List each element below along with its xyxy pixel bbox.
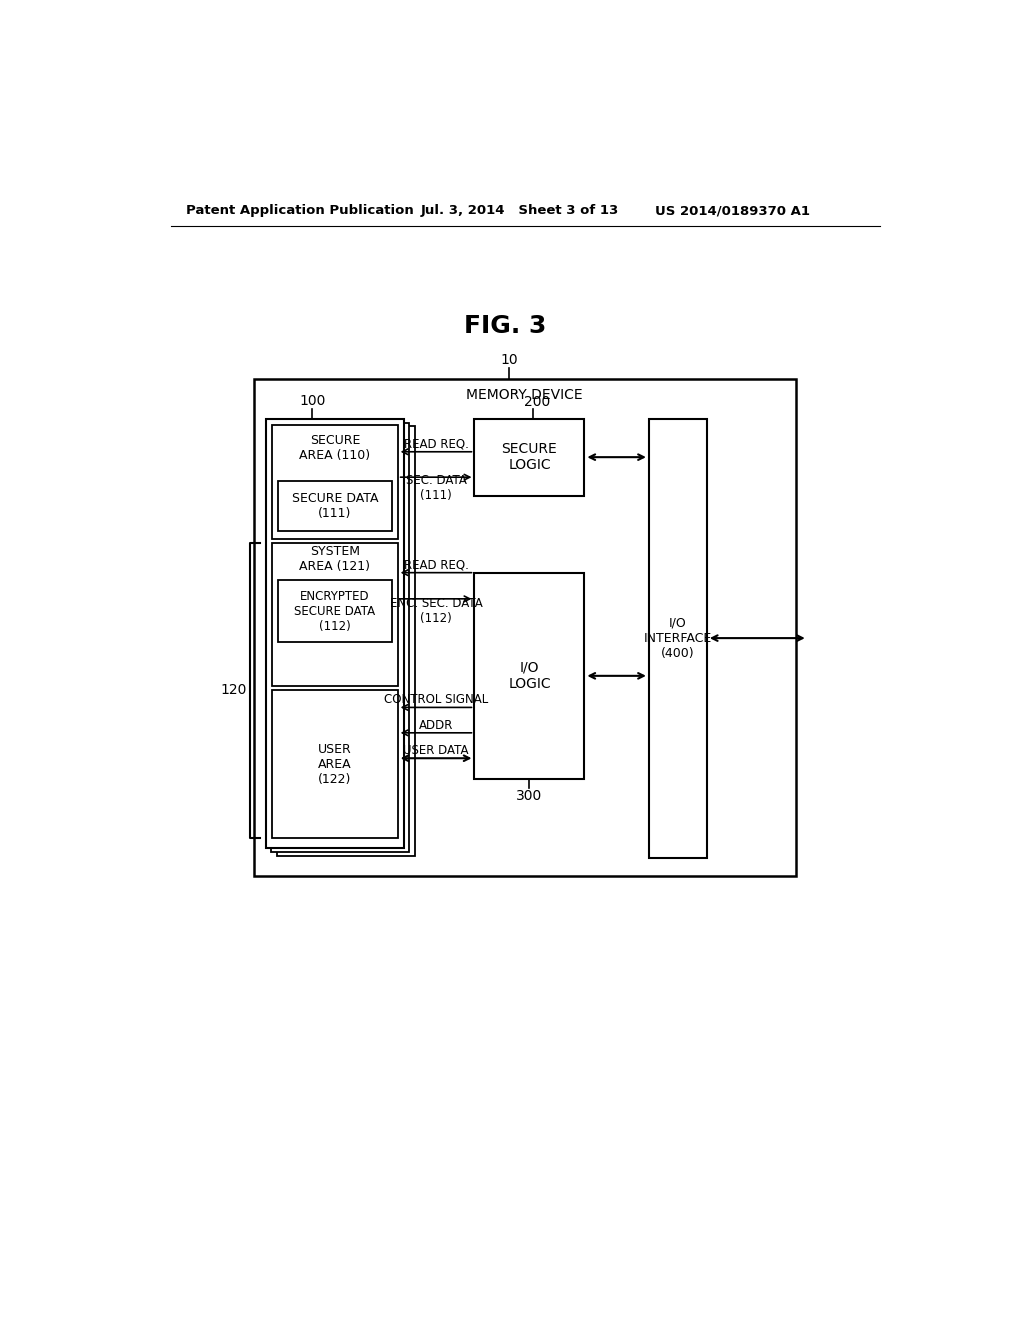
Text: 100: 100 [299,393,326,408]
Bar [474,418,585,496]
Text: I/O
LOGIC: I/O LOGIC [508,661,551,690]
Text: I/O
INTERFACE
(400): I/O INTERFACE (400) [644,616,712,660]
Text: READ REQ.: READ REQ. [403,437,469,450]
Bar [266,418,403,849]
Text: 300: 300 [516,789,543,803]
Text: USER
AREA
(122): USER AREA (122) [318,743,352,785]
Text: USER DATA: USER DATA [403,744,469,758]
Text: ENCRYPTED
SECURE DATA
(112): ENCRYPTED SECURE DATA (112) [294,590,376,632]
Text: US 2014/0189370 A1: US 2014/0189370 A1 [655,205,810,218]
Text: SYSTEM
AREA (121): SYSTEM AREA (121) [299,545,371,573]
Text: ADDR: ADDR [419,718,454,731]
Text: SECURE DATA
(111): SECURE DATA (111) [292,492,378,520]
Bar [272,544,397,686]
Text: CONTROL SIGNAL: CONTROL SIGNAL [384,693,488,706]
Text: 10: 10 [501,354,518,367]
Bar [279,480,391,531]
Bar [254,379,796,876]
Bar [272,690,397,838]
Text: ENC. SEC. DATA
(112): ENC. SEC. DATA (112) [390,597,482,626]
Text: Patent Application Publication: Patent Application Publication [186,205,414,218]
Text: 120: 120 [220,684,247,697]
Bar [276,426,415,857]
Bar [649,418,707,858]
Text: Jul. 3, 2014   Sheet 3 of 13: Jul. 3, 2014 Sheet 3 of 13 [421,205,620,218]
Bar [474,573,585,779]
Text: READ REQ.: READ REQ. [403,558,469,572]
Text: SECURE
AREA (110): SECURE AREA (110) [299,434,371,462]
Text: SECURE
LOGIC: SECURE LOGIC [502,442,557,473]
Text: MEMORY DEVICE: MEMORY DEVICE [467,388,583,401]
Text: SEC. DATA
(111): SEC. DATA (111) [406,474,467,502]
Bar [279,581,391,642]
Bar [271,422,410,853]
Bar [272,425,397,539]
Text: FIG. 3: FIG. 3 [464,314,547,338]
Text: 200: 200 [524,395,550,409]
